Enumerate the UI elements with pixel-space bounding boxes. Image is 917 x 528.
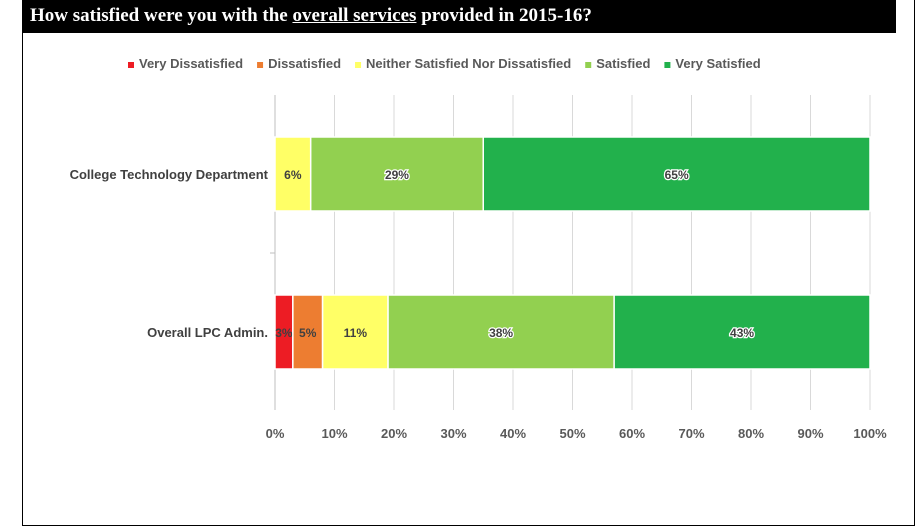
category-label: Overall LPC Admin. — [147, 325, 268, 340]
x-tick-label: 30% — [440, 426, 466, 441]
data-label: 11% — [344, 326, 368, 340]
chart-title: How satisfied were you with the overall … — [30, 5, 592, 26]
legend-entry: Very Satisfied — [675, 56, 760, 71]
data-label: 3% — [275, 326, 293, 340]
x-tick-label: 90% — [797, 426, 823, 441]
x-tick-label: 10% — [321, 426, 347, 441]
data-label: 43% — [730, 326, 754, 340]
x-tick-label: 40% — [500, 426, 526, 441]
data-label: 38% — [489, 326, 513, 340]
x-tick-label: 20% — [381, 426, 407, 441]
x-tick-label: 100% — [853, 426, 887, 441]
legend-swatch — [128, 62, 134, 68]
bar-segment — [274, 136, 312, 212]
data-label: 29% — [385, 168, 409, 182]
legend-swatch — [257, 62, 264, 68]
legend-swatch — [664, 62, 671, 68]
bar-segment — [482, 136, 871, 212]
x-tick-label: 70% — [678, 426, 704, 441]
bar-segment — [387, 294, 615, 370]
x-tick-label: 50% — [559, 426, 585, 441]
legend-swatch — [585, 62, 592, 68]
legend-entry: Satisfied — [596, 56, 650, 71]
bar-segment — [309, 136, 485, 212]
bar-segment — [613, 294, 871, 370]
chart-frame — [22, 0, 915, 526]
x-tick-label: 0% — [266, 426, 285, 441]
x-tick-label: 80% — [738, 426, 764, 441]
x-tick-label: 60% — [619, 426, 645, 441]
legend-entry: Very Dissatisfied — [139, 56, 243, 71]
data-label: 65% — [665, 168, 689, 182]
legend-entry: Dissatisfied — [268, 56, 341, 71]
bar-segment — [292, 294, 324, 370]
data-label: 5% — [299, 326, 317, 340]
category-label: College Technology Department — [70, 167, 269, 182]
legend-entry: Neither Satisfied Nor Dissatisfied — [366, 56, 571, 71]
title-bar — [22, 0, 896, 33]
data-label: 6% — [284, 168, 302, 182]
legend-swatch — [355, 62, 362, 68]
